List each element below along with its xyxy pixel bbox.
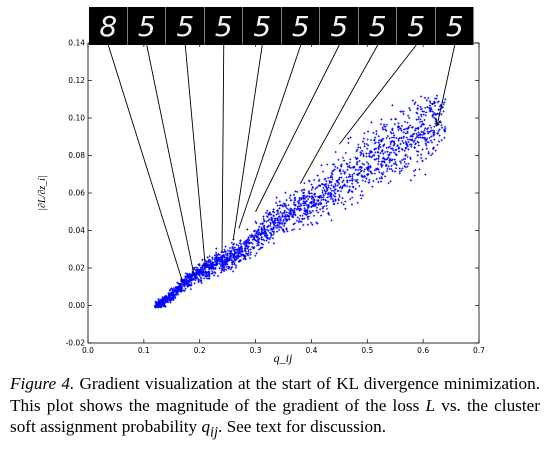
y-tick-label: 0.08 (68, 151, 85, 160)
caption-math-q-base: q (201, 417, 210, 436)
digit-glyph: 5 (330, 10, 348, 43)
figure-caption: Figure 4. Gradient visualization at the … (10, 373, 540, 444)
digit-glyph: 5 (253, 10, 271, 43)
digit-glyph: 5 (215, 10, 233, 43)
figure-label: Figure 4. (10, 374, 74, 393)
x-tick-label: 0.2 (194, 346, 206, 355)
x-tick-label: 0.1 (138, 346, 150, 355)
caption-math-q: qij (201, 417, 218, 436)
y-axis-title-text: |∂L/∂z_i| (37, 175, 48, 210)
y-tick-label: 0.02 (68, 264, 85, 273)
x-tick-label: 0.5 (361, 346, 373, 355)
digit-glyph: 5 (292, 10, 310, 43)
plot-area (88, 43, 479, 343)
digit-glyph: 8 (99, 10, 117, 43)
caption-math-L: L (426, 396, 436, 415)
digit-glyph: 5 (407, 10, 425, 43)
y-tick-label: 0.06 (68, 189, 85, 198)
caption-text-3: . See text for discussion. (218, 417, 386, 436)
x-tick-label: 0.4 (305, 346, 317, 355)
digit-glyph: 5 (369, 10, 387, 43)
x-tick-label: 0.0 (82, 346, 94, 355)
y-tick-label: 0.04 (68, 226, 85, 235)
thumbnail-strip: 8555555555 (89, 7, 474, 45)
scatter-chart: -0.020.000.020.040.060.080.100.120.14 0.… (0, 0, 550, 370)
y-tick-label: 0.10 (68, 114, 85, 123)
caption-math-q-sub: ij (210, 424, 218, 440)
x-tick-label: 0.3 (250, 346, 262, 355)
y-tick-label: 0.14 (68, 39, 85, 48)
x-axis-title: q_ij (274, 351, 293, 365)
y-axis-title: |∂L/∂z_i| (37, 175, 48, 210)
x-tick-label: 0.7 (473, 346, 485, 355)
y-tick-label: 0.00 (68, 301, 85, 310)
digit-glyph: 5 (138, 10, 156, 43)
x-tick-label: 0.6 (417, 346, 429, 355)
y-tick-label: 0.12 (68, 76, 85, 85)
digit-glyph: 5 (446, 10, 464, 43)
digit-glyph: 5 (176, 10, 194, 43)
